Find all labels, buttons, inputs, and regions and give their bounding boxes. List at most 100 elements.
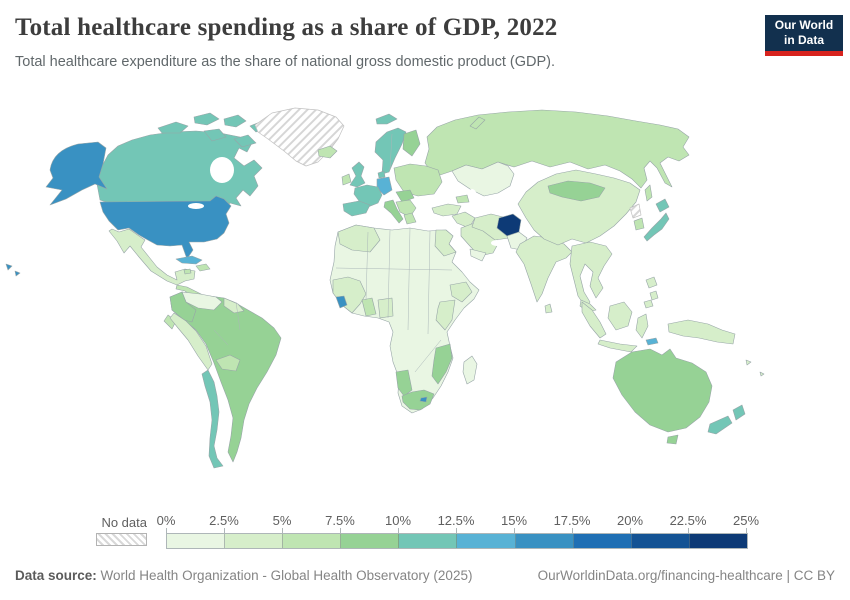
region-ethiopia[interactable] (449, 281, 473, 303)
region-greece[interactable] (403, 212, 417, 225)
data-source-label: Data source: (15, 568, 97, 583)
region-north-korea[interactable] (629, 203, 642, 219)
data-source-text: World Health Organization - Global Healt… (96, 568, 473, 583)
legend-tick-label: 22.5% (669, 513, 707, 528)
legend-bin[interactable] (631, 534, 690, 548)
region-pacific-islands[interactable] (745, 359, 765, 377)
region-hawaii[interactable] (5, 263, 21, 277)
region-russia[interactable] (424, 109, 690, 189)
region-colombia[interactable] (169, 291, 197, 323)
region-mongolia[interactable] (547, 180, 606, 202)
legend-tick-mark (340, 528, 341, 533)
no-data-label: No data (101, 515, 147, 530)
region-sulawesi[interactable] (635, 313, 649, 339)
region-philippines[interactable] (643, 276, 659, 309)
region-central-europe[interactable] (395, 189, 415, 203)
region-lesotho[interactable] (419, 396, 428, 403)
legend-bin[interactable] (341, 534, 400, 548)
region-svalbard[interactable] (375, 113, 398, 125)
region-east-africa[interactable] (435, 299, 456, 331)
legend-bin[interactable] (399, 534, 458, 548)
region-italy[interactable] (383, 199, 404, 224)
legend-bin[interactable] (225, 534, 284, 548)
legend-tick-mark (456, 528, 457, 533)
region-maghreb[interactable] (337, 224, 381, 253)
legend-bin[interactable] (167, 534, 226, 548)
region-south-korea[interactable] (633, 217, 645, 231)
region-canadian-arctic[interactable] (157, 112, 267, 148)
chart-footer: Data source: World Health Organization -… (15, 568, 835, 588)
region-yemen[interactable] (469, 248, 487, 262)
region-denmark[interactable] (377, 170, 386, 179)
region-middle-east[interactable] (451, 211, 476, 229)
page-title: Total healthcare spending as a share of … (15, 14, 558, 41)
legend-tick-label: 12.5% (437, 513, 475, 528)
region-iberia[interactable] (342, 200, 371, 217)
region-sri-lanka[interactable] (544, 303, 553, 314)
region-nigeria[interactable] (377, 297, 394, 319)
region-usa[interactable] (99, 195, 232, 260)
region-chile[interactable] (201, 369, 224, 469)
region-timor[interactable] (645, 337, 659, 346)
region-venezuela[interactable] (181, 291, 223, 311)
great-lakes (188, 203, 204, 209)
legend-bin[interactable] (515, 534, 574, 548)
region-alaska[interactable] (45, 141, 108, 206)
region-scandinavia[interactable] (374, 127, 407, 175)
region-sumatra[interactable] (581, 301, 607, 339)
region-sakhalin[interactable] (644, 184, 653, 202)
no-data-swatch[interactable] (96, 533, 147, 546)
region-nz-south[interactable] (707, 415, 733, 435)
region-novaya-zemlya[interactable] (469, 116, 486, 130)
region-png[interactable] (667, 319, 736, 345)
legend-bin[interactable] (689, 534, 747, 548)
region-eastern-europe[interactable] (393, 163, 443, 197)
region-nz-north[interactable] (732, 404, 746, 421)
region-namibia[interactable] (395, 369, 413, 397)
region-iceland[interactable] (317, 145, 338, 159)
region-south-africa[interactable] (401, 389, 435, 411)
owid-logo[interactable]: Our World in Data (765, 15, 843, 56)
region-turkey[interactable] (431, 203, 462, 217)
region-canada[interactable] (96, 130, 263, 211)
region-sierra-leone[interactable] (335, 295, 348, 309)
legend-tick-mark (688, 528, 689, 533)
region-indochina[interactable] (569, 241, 613, 309)
region-tasmania[interactable] (666, 434, 679, 445)
legend-tick-mark (746, 528, 747, 533)
region-borneo[interactable] (607, 301, 633, 331)
world-choropleth-map (0, 85, 850, 505)
region-balkans[interactable] (395, 199, 417, 218)
region-india[interactable] (515, 235, 573, 303)
region-uk[interactable] (349, 161, 366, 188)
region-madagascar[interactable] (462, 355, 478, 385)
owid-link[interactable]: OurWorldinData.org/financing-healthcare … (537, 568, 835, 583)
chart-subtitle: Total healthcare expenditure as the shar… (15, 54, 556, 70)
region-ireland[interactable] (341, 173, 352, 186)
region-ghana[interactable] (361, 297, 377, 317)
region-caucasus[interactable] (455, 194, 470, 204)
legend-bin[interactable] (457, 534, 516, 548)
hudson-bay (210, 157, 234, 183)
region-jamaica[interactable] (183, 268, 192, 275)
legend-bin[interactable] (573, 534, 632, 548)
region-central-asia[interactable] (451, 161, 515, 197)
region-cuba[interactable] (175, 255, 203, 265)
legend-tick-mark (572, 528, 573, 533)
region-hispaniola[interactable] (195, 263, 211, 272)
region-china[interactable] (517, 169, 641, 246)
country-borders (213, 133, 453, 373)
region-germany[interactable] (376, 176, 393, 196)
region-mozambique[interactable] (431, 343, 453, 385)
region-bolivia[interactable] (215, 354, 241, 372)
legend-bin[interactable] (283, 534, 342, 548)
legend-tick-label: 0% (156, 513, 176, 528)
region-egypt[interactable] (434, 229, 457, 257)
region-finland[interactable] (402, 129, 421, 157)
region-guyanas[interactable] (223, 297, 245, 314)
region-japan[interactable] (643, 198, 670, 242)
legend-bins (166, 533, 748, 549)
region-australia[interactable] (612, 348, 713, 433)
persian-gulf (491, 240, 503, 246)
region-java[interactable] (597, 339, 638, 353)
